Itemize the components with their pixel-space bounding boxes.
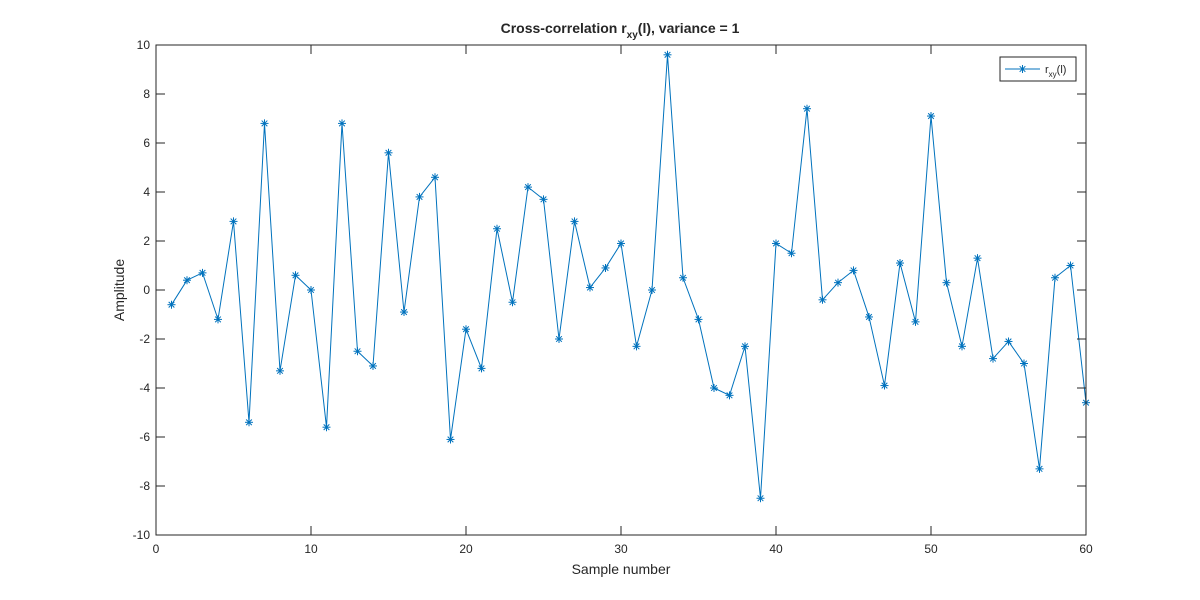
data-point	[741, 342, 749, 351]
y-tick-label: 2	[143, 234, 150, 248]
legend-marker-asterisk	[1018, 65, 1027, 73]
data-point	[431, 173, 439, 182]
data-point	[973, 254, 982, 263]
x-tick-label: 40	[769, 542, 783, 556]
data-point	[803, 104, 811, 113]
data-point	[539, 195, 548, 204]
data-point	[415, 192, 424, 201]
y-tick-label: -8	[139, 479, 150, 493]
data-point	[710, 384, 718, 392]
data-point	[865, 312, 873, 321]
x-axis-label: Sample number	[572, 561, 671, 577]
y-tick-label: -10	[133, 528, 151, 542]
data-point	[989, 354, 997, 363]
data-point	[183, 276, 191, 285]
data-point	[524, 183, 532, 192]
data-point	[214, 315, 222, 324]
data-point	[477, 364, 486, 373]
data-point	[276, 366, 284, 375]
data-point	[555, 335, 563, 343]
legend-entry-main: r	[1045, 64, 1049, 76]
data-point	[663, 50, 672, 59]
data-point	[756, 494, 765, 503]
data-point	[834, 278, 842, 287]
data-point	[617, 239, 625, 248]
data-point	[338, 119, 346, 128]
data-point	[1066, 261, 1075, 270]
y-tick-label: 8	[143, 87, 150, 101]
data-point	[586, 283, 594, 292]
data-point	[307, 286, 315, 294]
y-axis-label: Amplitude	[111, 259, 127, 321]
y-tick-label: 4	[143, 185, 150, 199]
y-tick-label: 10	[137, 38, 151, 52]
x-tick-label: 0	[153, 542, 160, 556]
chart-title-subscript: xy	[627, 30, 639, 41]
data-point	[896, 259, 904, 268]
legend: rxy(l)	[999, 56, 1077, 82]
legend-entry: rxy(l)	[1045, 64, 1066, 79]
data-point	[1035, 464, 1044, 473]
data-point	[818, 295, 827, 304]
data-point	[772, 239, 780, 248]
data-point	[1020, 359, 1028, 368]
y-tick-label: 0	[143, 283, 150, 297]
data-point	[400, 308, 408, 317]
data-point	[694, 315, 703, 324]
data-point	[229, 217, 238, 226]
data-point	[493, 224, 501, 233]
data-point	[1051, 273, 1059, 282]
data-point	[369, 361, 377, 370]
data-point	[1004, 337, 1013, 346]
series-line	[171, 54, 1087, 499]
data-point	[167, 300, 176, 309]
data-point	[942, 278, 951, 287]
data-point	[384, 148, 393, 157]
y-tick-label: -2	[139, 332, 150, 346]
data-point	[508, 298, 517, 307]
data-point	[911, 317, 920, 326]
data-point	[679, 273, 687, 282]
x-tick-label: 10	[304, 542, 318, 556]
ticks-group: 0 10 20 30 40 50 60 -10 -8 -6 -4 -2 0 2 4 6 8 10	[133, 38, 1093, 556]
data-point	[648, 286, 656, 294]
data-point	[462, 325, 470, 334]
y-tick-label: -6	[139, 430, 150, 444]
y-tick-label: 6	[143, 136, 150, 150]
series-group	[167, 50, 1090, 503]
data-point	[601, 263, 610, 272]
plot-area	[156, 45, 1086, 535]
data-point	[927, 112, 935, 121]
x-tick-label: 20	[459, 542, 473, 556]
chart-title-rest: (l), variance = 1	[638, 20, 740, 36]
chart-title-main: Cross-correlation r	[501, 20, 628, 36]
data-point	[849, 266, 858, 275]
data-point	[260, 119, 269, 128]
data-point	[787, 249, 796, 258]
x-tick-label: 50	[924, 542, 938, 556]
data-point	[632, 342, 641, 351]
x-tick-label: 60	[1079, 542, 1093, 556]
legend-asterisk	[1018, 65, 1027, 73]
data-point	[880, 381, 889, 390]
data-point	[245, 418, 253, 427]
y-tick-label: -4	[139, 381, 150, 395]
data-point	[570, 217, 579, 226]
legend-entry-subscript: xy	[1049, 70, 1057, 79]
data-point	[446, 435, 455, 444]
data-point	[353, 347, 362, 356]
legend-entry-rest: (l)	[1057, 64, 1067, 76]
data-point	[198, 268, 207, 277]
data-point	[958, 342, 966, 351]
x-tick-label: 30	[614, 542, 628, 556]
data-point	[291, 271, 300, 280]
data-point	[322, 423, 331, 432]
data-point	[725, 391, 734, 400]
chart-title: Cross-correlation rxy(l), variance = 1	[501, 20, 740, 41]
